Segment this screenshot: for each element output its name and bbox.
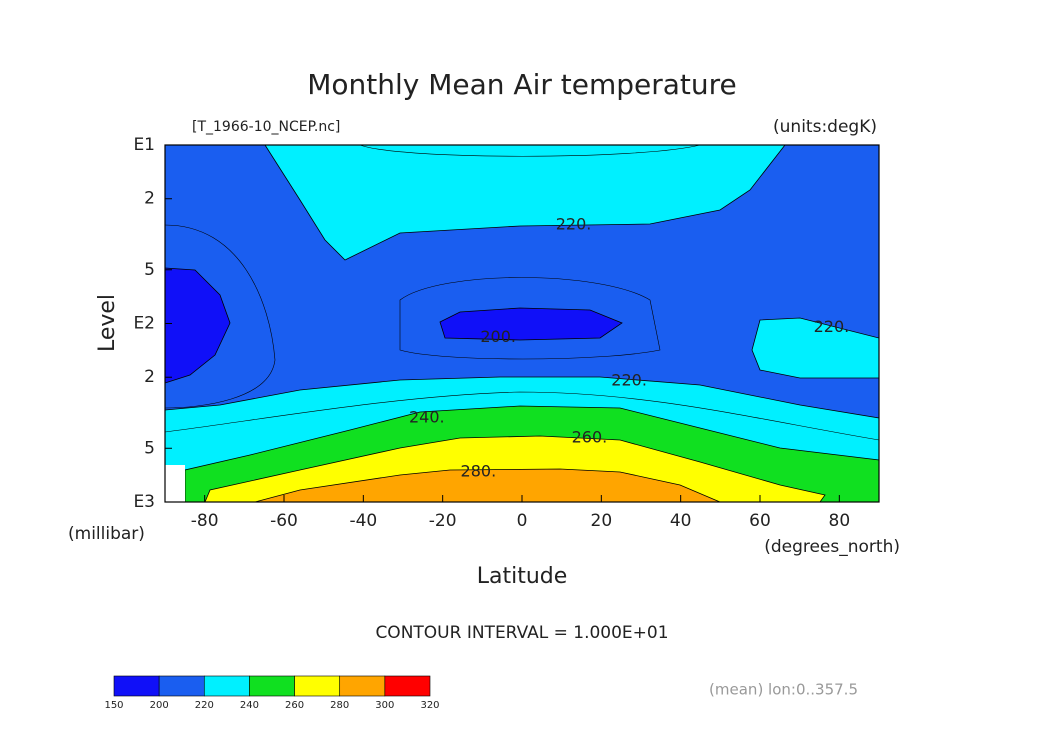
colorbar-label: 260 bbox=[285, 700, 304, 711]
chart-title: Monthly Mean Air temperature bbox=[307, 68, 737, 101]
x-tick-label: -80 bbox=[191, 511, 219, 531]
subtitle: [T_1966-10_NCEP.nc] bbox=[192, 119, 340, 135]
colorbar-label: 150 bbox=[104, 700, 123, 711]
contour-plot bbox=[164, 144, 880, 503]
contour-label: 260. bbox=[572, 427, 608, 446]
colorbar-label: 220 bbox=[195, 700, 214, 711]
colorbar-box bbox=[339, 675, 386, 697]
y-unit: (millibar) bbox=[68, 524, 145, 544]
colorbar-box bbox=[203, 675, 250, 697]
band bbox=[439, 307, 623, 341]
contour-line bbox=[359, 144, 701, 157]
colorbar-label: 240 bbox=[240, 700, 259, 711]
contour-label: 240. bbox=[409, 407, 445, 426]
colorbar-label: 300 bbox=[375, 700, 394, 711]
colorbar-label: 320 bbox=[420, 700, 439, 711]
y-tick-label: E2 bbox=[133, 314, 155, 334]
contour-line bbox=[399, 277, 661, 360]
x-unit: (degrees_north) bbox=[764, 537, 900, 557]
units: (units:degK) bbox=[773, 117, 877, 137]
contour-label: 220. bbox=[814, 317, 850, 336]
x-tick-label: 60 bbox=[749, 511, 771, 531]
contour-label: 200. bbox=[480, 327, 516, 346]
y-tick-label: 5 bbox=[144, 438, 155, 458]
colorbar-box bbox=[158, 675, 205, 697]
x-tick-label: 80 bbox=[829, 511, 851, 531]
contour-label: 220. bbox=[556, 214, 592, 233]
colorbar-label: 280 bbox=[330, 700, 349, 711]
x-tick-label: 40 bbox=[670, 511, 692, 531]
x-tick-label: 20 bbox=[591, 511, 613, 531]
missing-area bbox=[165, 465, 185, 502]
x-tick-label: 0 bbox=[517, 511, 528, 531]
x-tick-label: -40 bbox=[349, 511, 377, 531]
y-tick-label: 5 bbox=[144, 260, 155, 280]
band bbox=[264, 144, 786, 261]
y-tick-label: E3 bbox=[133, 492, 155, 512]
colorbar-box bbox=[384, 675, 431, 697]
y-tick-label: 2 bbox=[144, 367, 155, 387]
contour-line bbox=[164, 391, 880, 441]
y-axis-label: Level bbox=[95, 294, 120, 352]
y-tick-label: 2 bbox=[144, 189, 155, 209]
band bbox=[254, 468, 721, 503]
contour-interval: CONTOUR INTERVAL = 1.000E+01 bbox=[375, 623, 668, 643]
x-axis-label: Latitude bbox=[477, 564, 568, 589]
band bbox=[751, 317, 880, 379]
x-tick-label: -60 bbox=[270, 511, 298, 531]
contour-label: 220. bbox=[611, 371, 647, 390]
colorbar-box bbox=[113, 675, 160, 697]
contour-label: 280. bbox=[461, 462, 497, 481]
footnote: (mean) lon:0..357.5 bbox=[709, 681, 858, 699]
y-tick-label: E1 bbox=[133, 135, 155, 155]
colorbar-label: 200 bbox=[150, 700, 169, 711]
colorbar-box bbox=[294, 675, 341, 697]
band bbox=[164, 267, 231, 384]
colorbar-box bbox=[249, 675, 295, 697]
x-tick-label: -20 bbox=[429, 511, 457, 531]
